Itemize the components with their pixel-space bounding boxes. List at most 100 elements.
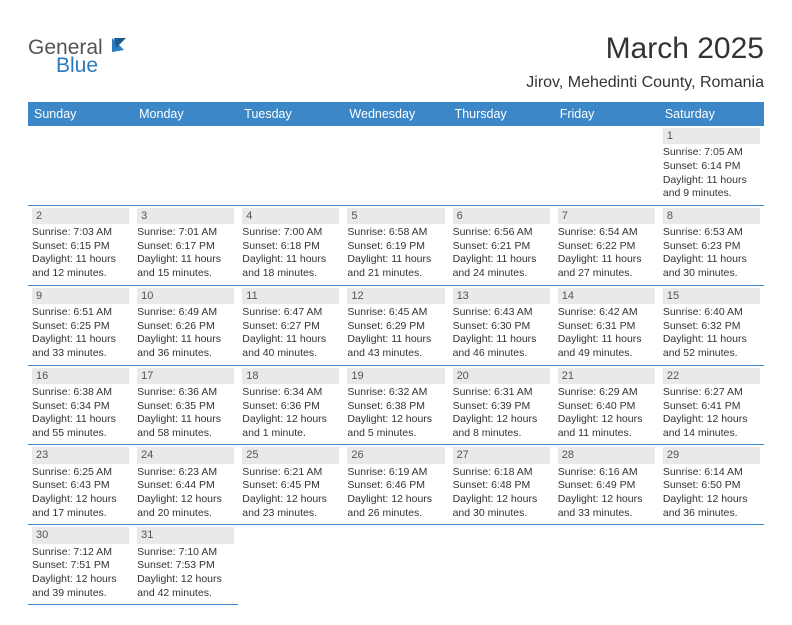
sunrise-text: Sunrise: 6:38 AM	[32, 386, 129, 400]
calendar-cell: 3Sunrise: 7:01 AMSunset: 6:17 PMDaylight…	[133, 205, 238, 285]
calendar-cell: 18Sunrise: 6:34 AMSunset: 6:36 PMDayligh…	[238, 365, 343, 445]
col-sunday: Sunday	[28, 102, 133, 126]
sunrise-text: Sunrise: 7:12 AM	[32, 546, 129, 560]
calendar-cell	[238, 126, 343, 205]
sunrise-text: Sunrise: 6:56 AM	[453, 226, 550, 240]
calendar-cell	[659, 525, 764, 605]
daylight-text: Daylight: 12 hours and 26 minutes.	[347, 493, 444, 520]
daylight-text: Daylight: 12 hours and 11 minutes.	[558, 413, 655, 440]
title-block: March 2025 Jirov, Mehedinti County, Roma…	[526, 32, 764, 92]
calendar-table: Sunday Monday Tuesday Wednesday Thursday…	[28, 102, 764, 605]
sunset-text: Sunset: 6:39 PM	[453, 400, 550, 414]
daylight-text: Daylight: 11 hours and 55 minutes.	[32, 413, 129, 440]
calendar-cell	[449, 525, 554, 605]
sunset-text: Sunset: 6:17 PM	[137, 240, 234, 254]
daylight-text: Daylight: 12 hours and 39 minutes.	[32, 573, 129, 600]
sunset-text: Sunset: 6:40 PM	[558, 400, 655, 414]
day-number: 22	[663, 368, 760, 384]
col-wednesday: Wednesday	[343, 102, 448, 126]
day-number: 1	[663, 128, 760, 144]
sunset-text: Sunset: 7:53 PM	[137, 559, 234, 573]
sunset-text: Sunset: 6:22 PM	[558, 240, 655, 254]
sunset-text: Sunset: 7:51 PM	[32, 559, 129, 573]
calendar-cell: 10 Sunrise: 6:49 AMSunset: 6:26 PMDayligh…	[133, 285, 238, 365]
calendar-page: General Blue March 2025 Jirov, Mehedinti…	[0, 0, 792, 625]
calendar-cell	[554, 126, 659, 205]
sunset-text: Sunset: 6:29 PM	[347, 320, 444, 334]
calendar-row: 2Sunrise: 7:03 AMSunset: 6:15 PMDaylight…	[28, 205, 764, 285]
calendar-cell	[133, 126, 238, 205]
day-number: 10	[137, 288, 234, 304]
sunset-text: Sunset: 6:21 PM	[453, 240, 550, 254]
calendar-cell: 6Sunrise: 6:56 AMSunset: 6:21 PMDaylight…	[449, 205, 554, 285]
daylight-text: Daylight: 11 hours and 33 minutes.	[32, 333, 129, 360]
sunset-text: Sunset: 6:34 PM	[32, 400, 129, 414]
sunrise-text: Sunrise: 6:25 AM	[32, 466, 129, 480]
daylight-text: Daylight: 11 hours and 18 minutes.	[242, 253, 339, 280]
sunrise-text: Sunrise: 6:18 AM	[453, 466, 550, 480]
daylight-text: Daylight: 12 hours and 30 minutes.	[453, 493, 550, 520]
day-number: 9	[32, 288, 129, 304]
calendar-row: 1Sunrise: 7:05 AMSunset: 6:14 PMDaylight…	[28, 126, 764, 205]
col-thursday: Thursday	[449, 102, 554, 126]
day-number: 3	[137, 208, 234, 224]
day-number: 7	[558, 208, 655, 224]
sunset-text: Sunset: 6:26 PM	[137, 320, 234, 334]
sunrise-text: Sunrise: 6:43 AM	[453, 306, 550, 320]
logo-text-block: General Blue	[28, 36, 132, 78]
daylight-text: Daylight: 11 hours and 49 minutes.	[558, 333, 655, 360]
sunrise-text: Sunrise: 6:40 AM	[663, 306, 760, 320]
daylight-text: Daylight: 11 hours and 40 minutes.	[242, 333, 339, 360]
sunset-text: Sunset: 6:31 PM	[558, 320, 655, 334]
sunset-text: Sunset: 6:18 PM	[242, 240, 339, 254]
calendar-row: 16Sunrise: 6:38 AMSunset: 6:34 PMDayligh…	[28, 365, 764, 445]
calendar-cell	[554, 525, 659, 605]
sunrise-text: Sunrise: 7:10 AM	[137, 546, 234, 560]
sunset-text: Sunset: 6:49 PM	[558, 479, 655, 493]
daylight-text: Daylight: 12 hours and 42 minutes.	[137, 573, 234, 600]
day-number: 20	[453, 368, 550, 384]
calendar-cell: 14Sunrise: 6:42 AMSunset: 6:31 PMDayligh…	[554, 285, 659, 365]
sunrise-text: Sunrise: 7:05 AM	[663, 146, 760, 160]
sunrise-text: Sunrise: 6:49 AM	[137, 306, 234, 320]
day-number: 19	[347, 368, 444, 384]
sunrise-text: Sunrise: 6:42 AM	[558, 306, 655, 320]
calendar-cell: 4Sunrise: 7:00 AMSunset: 6:18 PMDaylight…	[238, 205, 343, 285]
day-number: 27	[453, 447, 550, 463]
calendar-cell: 15Sunrise: 6:40 AMSunset: 6:32 PMDayligh…	[659, 285, 764, 365]
day-number: 28	[558, 447, 655, 463]
daylight-text: Daylight: 12 hours and 14 minutes.	[663, 413, 760, 440]
sunrise-text: Sunrise: 6:54 AM	[558, 226, 655, 240]
sunset-text: Sunset: 6:25 PM	[32, 320, 129, 334]
sunrise-text: Sunrise: 6:29 AM	[558, 386, 655, 400]
calendar-cell: 22Sunrise: 6:27 AMSunset: 6:41 PMDayligh…	[659, 365, 764, 445]
sunset-text: Sunset: 6:32 PM	[663, 320, 760, 334]
day-number: 18	[242, 368, 339, 384]
daylight-text: Daylight: 11 hours and 27 minutes.	[558, 253, 655, 280]
sunrise-text: Sunrise: 6:27 AM	[663, 386, 760, 400]
calendar-cell: 11Sunrise: 6:47 AMSunset: 6:27 PMDayligh…	[238, 285, 343, 365]
daylight-text: Daylight: 11 hours and 46 minutes.	[453, 333, 550, 360]
col-tuesday: Tuesday	[238, 102, 343, 126]
sunrise-text: Sunrise: 7:00 AM	[242, 226, 339, 240]
daylight-text: Daylight: 11 hours and 36 minutes.	[137, 333, 234, 360]
calendar-cell: 21Sunrise: 6:29 AMSunset: 6:40 PMDayligh…	[554, 365, 659, 445]
calendar-cell: 8Sunrise: 6:53 AMSunset: 6:23 PMDaylight…	[659, 205, 764, 285]
calendar-cell: 24Sunrise: 6:23 AMSunset: 6:44 PMDayligh…	[133, 445, 238, 525]
daylight-text: Daylight: 11 hours and 52 minutes.	[663, 333, 760, 360]
sunset-text: Sunset: 6:23 PM	[663, 240, 760, 254]
daylight-text: Daylight: 12 hours and 20 minutes.	[137, 493, 234, 520]
sunrise-text: Sunrise: 6:45 AM	[347, 306, 444, 320]
day-number: 12	[347, 288, 444, 304]
sunrise-text: Sunrise: 6:19 AM	[347, 466, 444, 480]
sunset-text: Sunset: 6:19 PM	[347, 240, 444, 254]
calendar-cell	[238, 525, 343, 605]
calendar-cell: 5Sunrise: 6:58 AMSunset: 6:19 PMDaylight…	[343, 205, 448, 285]
calendar-cell: 19Sunrise: 6:32 AMSunset: 6:38 PMDayligh…	[343, 365, 448, 445]
daylight-text: Daylight: 11 hours and 15 minutes.	[137, 253, 234, 280]
sunrise-text: Sunrise: 6:58 AM	[347, 226, 444, 240]
header: General Blue March 2025 Jirov, Mehedinti…	[28, 32, 764, 92]
sunrise-text: Sunrise: 6:14 AM	[663, 466, 760, 480]
day-number: 25	[242, 447, 339, 463]
calendar-cell: 20Sunrise: 6:31 AMSunset: 6:39 PMDayligh…	[449, 365, 554, 445]
